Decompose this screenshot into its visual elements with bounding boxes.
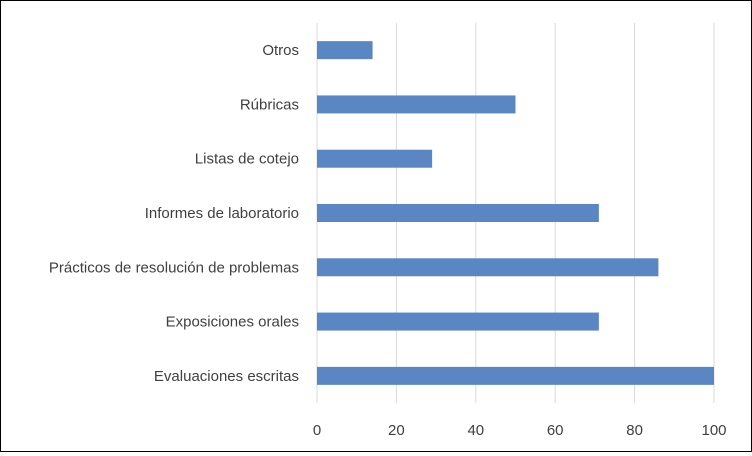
bar xyxy=(317,258,659,277)
category-label: Listas de cotejo xyxy=(195,151,299,168)
x-tick-label: 80 xyxy=(626,422,643,439)
bars xyxy=(317,41,714,385)
bar xyxy=(317,149,433,168)
x-tick-label: 20 xyxy=(388,422,405,439)
bar xyxy=(317,95,516,114)
bar xyxy=(317,204,599,222)
x-tick-label: 0 xyxy=(313,422,321,439)
category-label: Exposiciones orales xyxy=(166,314,299,331)
bar xyxy=(317,41,373,60)
x-tick-label: 40 xyxy=(467,422,484,439)
x-tick-label: 100 xyxy=(701,422,726,439)
x-tick-labels: 0 20 40 60 80 100 xyxy=(313,422,727,439)
category-label: Evaluaciones escritas xyxy=(154,368,299,385)
category-label: Rúbricas xyxy=(240,96,299,113)
category-label: Prácticos de resolución de problemas xyxy=(49,259,299,276)
category-label: Otros xyxy=(262,42,299,59)
x-tick-label: 60 xyxy=(547,422,564,439)
category-label: Informes de laboratorio xyxy=(145,205,299,222)
bar xyxy=(317,312,599,331)
bar xyxy=(317,366,714,385)
category-labels: Otros Rúbricas Listas de cotejo Informes de… xyxy=(49,42,299,385)
